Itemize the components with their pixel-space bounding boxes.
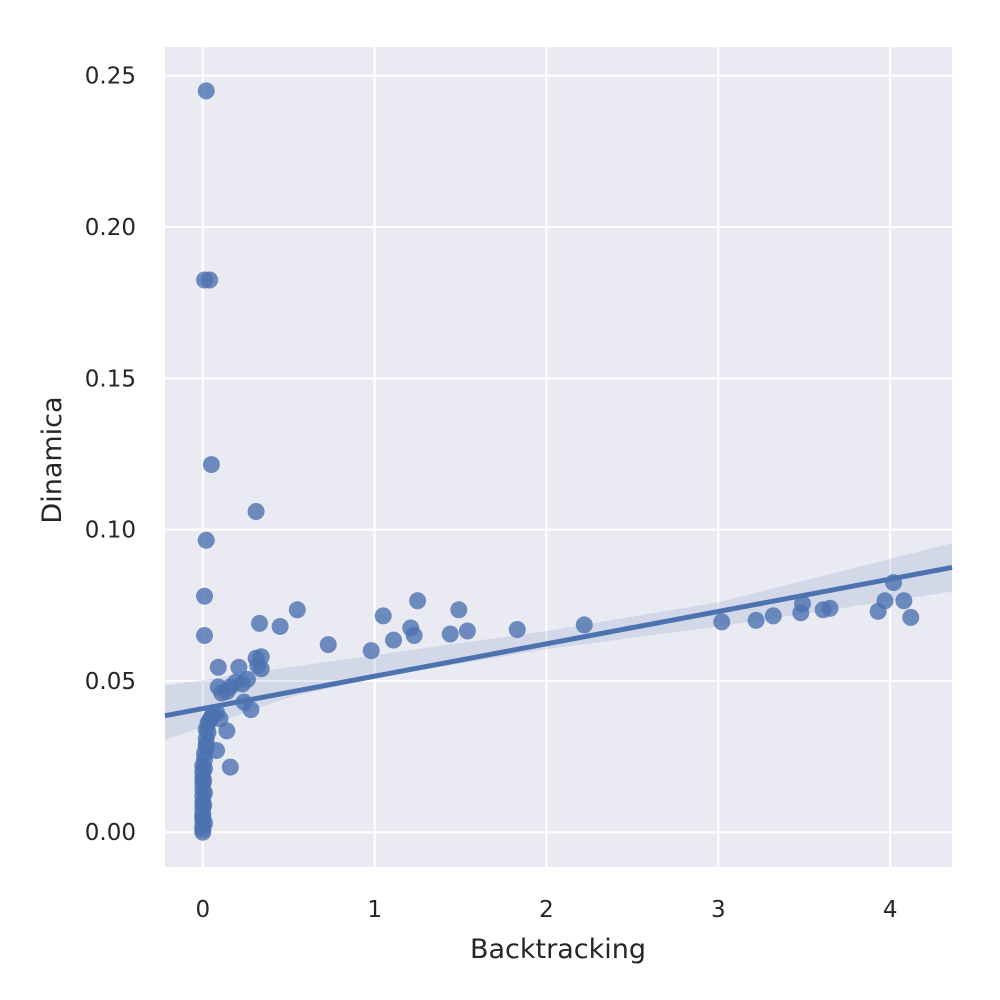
data-point [197,531,215,549]
data-point [196,784,214,802]
y-tick-label: 0.00 [85,820,136,846]
data-point [713,613,731,631]
data-point [197,82,215,100]
data-point [288,601,306,619]
data-point [196,587,214,605]
data-point [194,808,212,826]
data-point [196,627,214,645]
data-point [196,760,214,778]
data-point [458,622,476,640]
data-point [508,620,526,638]
x-tick-label: 1 [367,897,382,923]
data-point [895,592,913,610]
regression-line [164,564,953,719]
regression-line-layer [164,564,953,719]
data-point [821,599,839,617]
data-point [202,456,220,474]
data-point [218,722,236,740]
data-point [575,616,593,634]
data-point [195,772,213,790]
data-point [747,611,765,629]
y-tick-label: 0.10 [85,518,136,544]
x-axis-label: Backtracking [470,934,646,965]
y-tick-label: 0.25 [85,64,136,90]
data-point [362,642,380,660]
x-tick-label: 0 [195,897,210,923]
data-point [409,592,427,610]
data-point [251,614,269,632]
data-point [252,648,270,666]
plot-background [165,47,952,867]
data-point [385,631,403,649]
data-point [902,608,920,626]
grid-lines [165,47,952,867]
x-tick-label: 2 [539,897,554,923]
data-points [194,82,920,841]
data-point [242,701,260,719]
data-point [876,592,894,610]
data-point [197,738,215,756]
data-point [252,660,270,678]
y-tick-label: 0.15 [85,366,136,392]
data-point [194,820,212,838]
x-tick-label: 4 [883,897,898,923]
data-point [405,627,423,645]
data-point [441,625,459,643]
data-point [238,670,256,688]
y-tick-label: 0.20 [85,215,136,241]
x-tick-labels: 0 1 2 3 4 [195,897,897,923]
data-point [195,796,213,814]
y-axis-label: Dinamica [37,396,68,523]
x-tick-label: 3 [711,897,726,923]
data-point [221,758,239,776]
y-tick-label: 0.05 [85,669,136,695]
y-tick-labels: 0.00 0.05 0.10 0.15 0.20 0.25 [85,64,136,846]
data-point [199,723,217,741]
data-point [794,595,812,613]
data-point [230,658,248,676]
data-point [201,271,219,289]
data-point [374,607,392,625]
data-point [271,617,289,635]
data-point [450,601,468,619]
data-point [247,502,265,520]
data-point [764,607,782,625]
data-point [319,636,337,654]
data-point [209,658,227,676]
